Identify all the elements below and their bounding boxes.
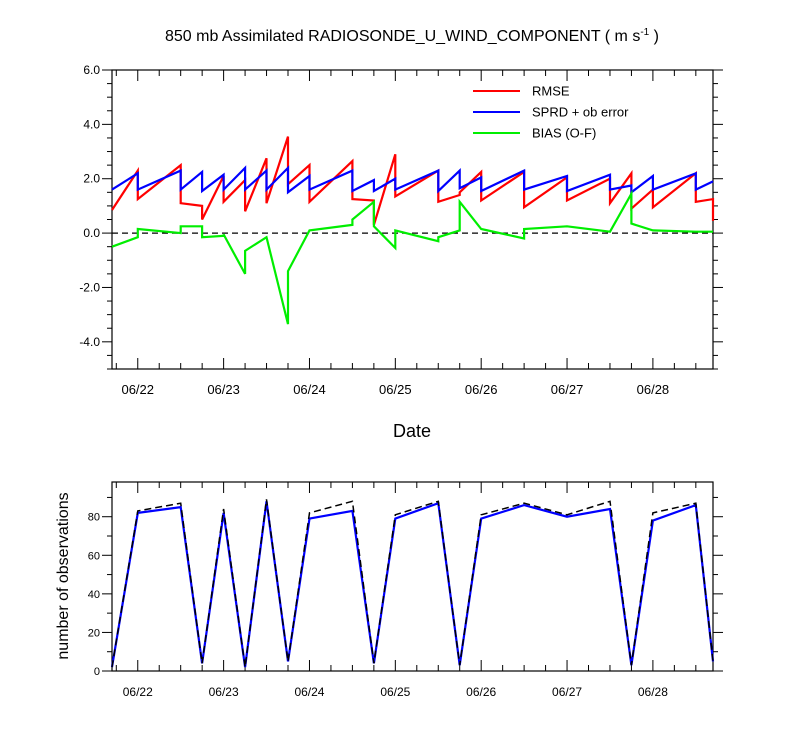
bottom-series-possible bbox=[111, 499, 714, 668]
top-x-tick-label: 06/22 bbox=[121, 382, 154, 397]
top-series-sprd-ob-error bbox=[111, 165, 714, 195]
bottom-chart-panel: 06/22 06/23 06/24 06/25 06/26 06/27 06/28 0 20 40… bbox=[88, 481, 723, 699]
top-x-tick-label: 06/25 bbox=[379, 382, 412, 397]
top-y-tick-label: -2.0 bbox=[79, 280, 100, 294]
bottom-x-tick-label: 06/27 bbox=[552, 685, 582, 699]
top-chart-title: 850 mb Assimilated RADIOSONDE_U_WIND_COM… bbox=[165, 27, 659, 45]
top-y-tick-label: 0.0 bbox=[83, 226, 100, 240]
top-y-tick-label: -4.0 bbox=[79, 335, 100, 349]
bottom-y-tick-label: 20 bbox=[88, 627, 100, 639]
legend-label: SPRD + ob error bbox=[532, 105, 629, 120]
bottom-y-tick-label: 40 bbox=[88, 589, 100, 601]
top-y-tick-label: 2.0 bbox=[83, 172, 100, 186]
top-chart-title-close: ) bbox=[649, 28, 659, 45]
bottom-x-tick-label: 06/26 bbox=[466, 685, 496, 699]
top-y-tick-label: 4.0 bbox=[83, 117, 100, 131]
top-x-tick-label: 06/28 bbox=[637, 382, 670, 397]
bottom-y-tick-label: 60 bbox=[88, 550, 100, 562]
bottom-y-tick-label: 80 bbox=[88, 512, 100, 524]
top-chart-panel: 06/22 06/23 06/24 06/25 06/26 06/27 06/28 6.0 4.… bbox=[79, 63, 723, 397]
legend-label: RMSE bbox=[532, 84, 570, 99]
bottom-x-tick-label: 06/22 bbox=[123, 685, 153, 699]
bottom-chart-ylabel: number of observations bbox=[55, 492, 72, 659]
top-chart-title-superscript: -1 bbox=[640, 27, 649, 38]
bottom-x-tick-label: 06/25 bbox=[380, 685, 410, 699]
bottom-series-assimilated bbox=[110, 501, 715, 668]
top-x-tick-label: 06/26 bbox=[465, 382, 498, 397]
bottom-x-minor-ticks bbox=[115, 482, 697, 671]
top-series-bias-o-f bbox=[111, 189, 713, 325]
bottom-plot-frame bbox=[111, 481, 714, 672]
top-chart-title-main: 850 mb Assimilated RADIOSONDE_U_WIND_COM… bbox=[165, 28, 640, 45]
top-y-tick-label: 6.0 bbox=[83, 63, 100, 77]
bottom-x-tick-label: 06/28 bbox=[638, 685, 668, 699]
bottom-y-tick-label: 0 bbox=[94, 666, 100, 678]
top-chart-xlabel: Date bbox=[393, 421, 431, 441]
top-x-tick-label: 06/23 bbox=[207, 382, 240, 397]
legend-label: BIAS (O-F) bbox=[532, 126, 596, 141]
top-x-tick-label: 06/24 bbox=[293, 382, 326, 397]
top-x-minor-ticks bbox=[115, 70, 697, 369]
legend: RMSE SPRD + ob error BIAS (O-F) bbox=[473, 84, 629, 141]
bottom-x-tick-label: 06/24 bbox=[294, 685, 324, 699]
top-x-tick-label: 06/27 bbox=[551, 382, 584, 397]
bottom-x-tick-label: 06/23 bbox=[209, 685, 239, 699]
